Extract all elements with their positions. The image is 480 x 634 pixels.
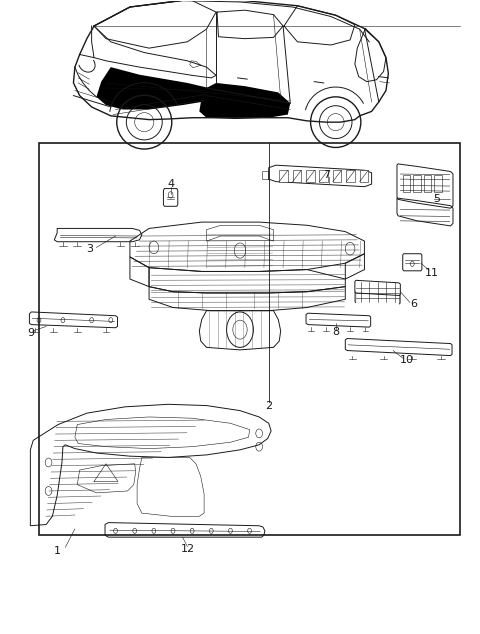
Text: 6: 6 xyxy=(410,299,417,309)
Bar xyxy=(306,171,315,181)
Text: 9: 9 xyxy=(27,328,34,338)
Bar xyxy=(403,175,410,191)
Bar xyxy=(293,171,301,181)
Bar xyxy=(279,171,288,181)
Bar xyxy=(434,175,442,191)
Polygon shape xyxy=(199,83,290,119)
Text: 3: 3 xyxy=(86,243,93,254)
Text: 4: 4 xyxy=(167,179,174,189)
Bar xyxy=(360,171,368,181)
Bar xyxy=(413,175,421,191)
Bar xyxy=(39,143,460,535)
Text: 5: 5 xyxy=(433,195,440,204)
Bar xyxy=(424,175,432,191)
Polygon shape xyxy=(96,67,209,110)
Text: 1: 1 xyxy=(54,546,60,556)
Text: 10: 10 xyxy=(399,355,414,365)
Bar xyxy=(346,171,355,181)
Text: 7: 7 xyxy=(324,170,331,179)
Text: 8: 8 xyxy=(332,327,339,337)
Text: 2: 2 xyxy=(265,401,272,411)
Text: 11: 11 xyxy=(424,268,438,278)
Bar xyxy=(333,171,341,181)
Bar xyxy=(320,171,328,181)
Text: 12: 12 xyxy=(181,543,195,553)
